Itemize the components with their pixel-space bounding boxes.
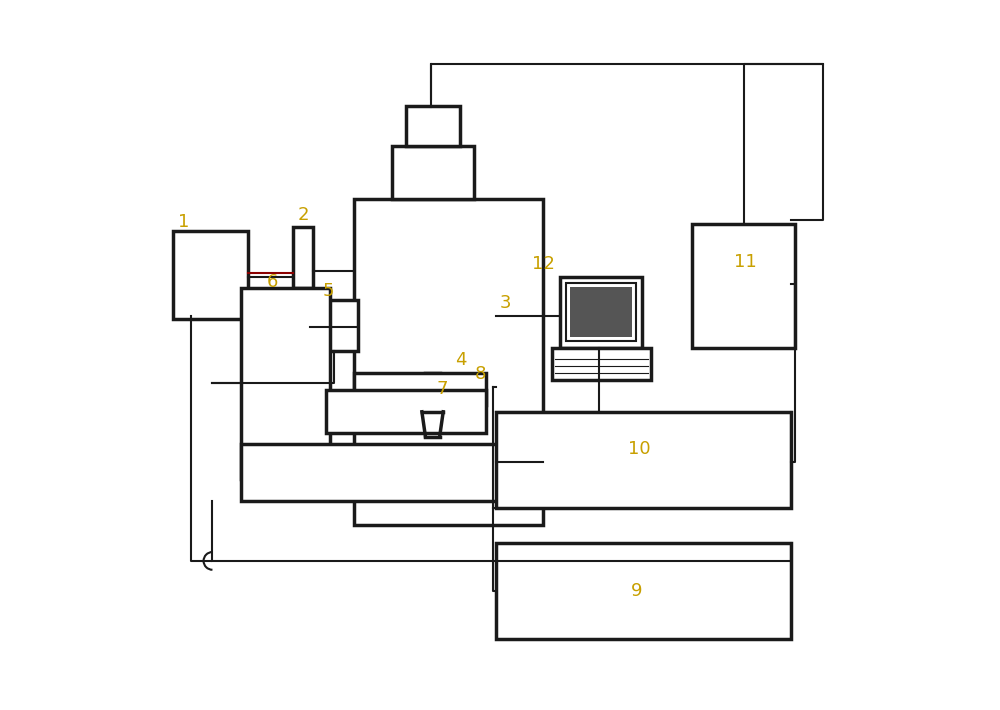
Bar	[566, 283, 636, 341]
Bar	[310, 300, 358, 351]
Bar	[354, 199, 543, 525]
Text: 7: 7	[436, 380, 448, 398]
Bar	[241, 288, 330, 479]
Bar	[173, 231, 248, 320]
Text: 6: 6	[267, 273, 278, 291]
Text: 8: 8	[475, 366, 487, 383]
Text: 10: 10	[628, 440, 650, 458]
Bar	[552, 348, 651, 380]
Bar	[293, 227, 313, 288]
Bar	[570, 287, 632, 337]
Bar	[560, 277, 642, 348]
Text: 2: 2	[298, 206, 309, 224]
Bar	[392, 146, 474, 199]
Text: 5: 5	[322, 282, 334, 300]
Text: 12: 12	[532, 256, 555, 273]
Text: 11: 11	[734, 253, 757, 271]
Bar	[425, 373, 440, 412]
Text: 3: 3	[500, 295, 512, 312]
Bar	[496, 543, 791, 639]
Bar	[241, 444, 550, 501]
Text: 4: 4	[455, 351, 467, 369]
Bar	[326, 391, 486, 433]
Bar	[496, 412, 791, 508]
Bar	[354, 373, 486, 405]
Text: 9: 9	[631, 582, 643, 600]
Text: 1: 1	[178, 213, 189, 231]
Bar	[692, 224, 795, 348]
Bar	[406, 106, 460, 146]
